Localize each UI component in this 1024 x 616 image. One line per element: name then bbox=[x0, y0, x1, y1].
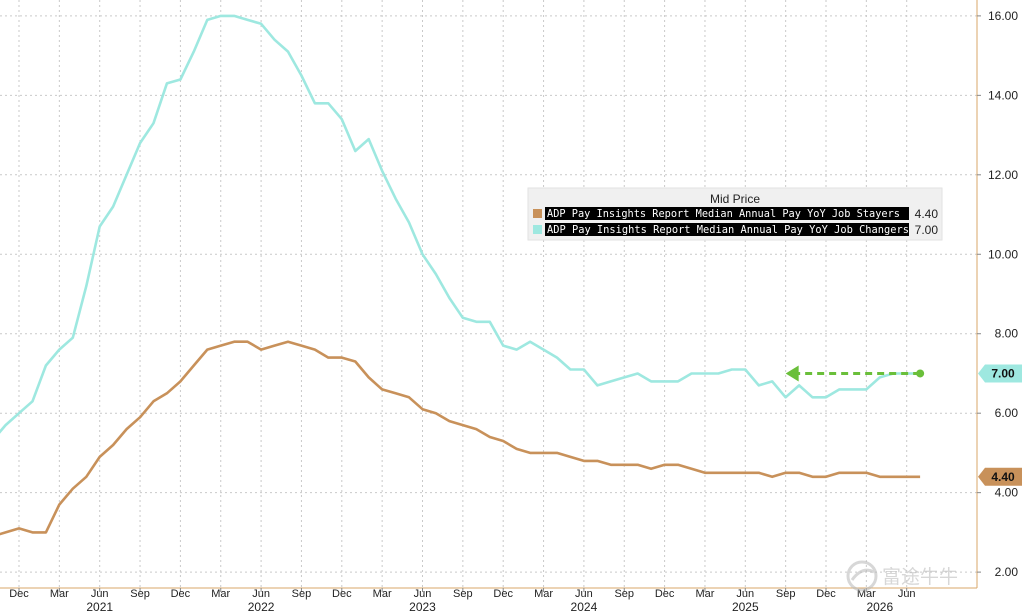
x-tick-label: Dec bbox=[9, 588, 29, 600]
x-tick-label: Dec bbox=[655, 588, 675, 600]
x-tick-label: Dec bbox=[816, 588, 836, 600]
legend-value-stayers: 4.40 bbox=[915, 207, 939, 221]
x-gridlines bbox=[18, 0, 908, 588]
legend-swatch-changers bbox=[533, 225, 542, 234]
annotation-arrow-head bbox=[785, 365, 799, 382]
x-tick-label: Jun bbox=[575, 588, 593, 600]
x-tick-label: Sep bbox=[130, 588, 150, 600]
watermark: 富途牛牛 bbox=[846, 560, 958, 592]
watermark-logo-icon bbox=[846, 560, 878, 592]
legend-swatch-stayers bbox=[533, 209, 542, 218]
legend: Mid Price ADP Pay Insights Report Median… bbox=[527, 187, 943, 241]
x-tick-label: Sep bbox=[776, 588, 796, 600]
y-tick-label: 8.00 bbox=[995, 327, 1019, 341]
watermark-logo-swoosh-icon bbox=[850, 568, 875, 581]
x-year-label: 2025 bbox=[732, 600, 759, 614]
series-lines bbox=[0, 14, 921, 536]
last-value-badges: 4.40 7.00 bbox=[978, 364, 1022, 486]
x-tick-label: Mar bbox=[50, 588, 69, 600]
x-tick-label: Mar bbox=[695, 588, 714, 600]
x-tick-label: Sep bbox=[453, 588, 473, 600]
watermark-text: 富途牛牛 bbox=[882, 566, 958, 588]
x-year-label: 2021 bbox=[86, 600, 113, 614]
y-tick-label: 14.00 bbox=[988, 88, 1018, 102]
x-tick-label: Dec bbox=[332, 588, 352, 600]
x-tick-label: Jun bbox=[91, 588, 109, 600]
x-tick-label: Jun bbox=[414, 588, 432, 600]
annotation-arrow-tail bbox=[916, 369, 925, 378]
y-tick-label: 6.00 bbox=[995, 406, 1019, 420]
x-tick-label: Sep bbox=[614, 588, 634, 600]
value-badge bbox=[978, 364, 1022, 383]
x-tick-label: Jun bbox=[252, 588, 270, 600]
x-tick-label: Mar bbox=[373, 588, 392, 600]
legend-label-bg-stayers bbox=[545, 207, 909, 220]
value-badge bbox=[978, 467, 1022, 486]
series-line-job-changers bbox=[0, 14, 921, 434]
annotation-arrow bbox=[785, 365, 925, 382]
value-badge-label: 7.00 bbox=[991, 366, 1015, 380]
x-tick-label: Sep bbox=[292, 588, 312, 600]
legend-label-bg-changers bbox=[545, 223, 909, 236]
legend-label-changers: ADP Pay Insights Report Median Annual Pa… bbox=[547, 223, 909, 236]
legend-title: Mid Price bbox=[710, 192, 760, 206]
x-axis-ticks: Dec Mar Jun Sep Dec Mar Jun Sep Dec Mar Jun Sep Dec M… bbox=[9, 588, 916, 600]
x-tick-label: Jun bbox=[736, 588, 754, 600]
y-tick-label: 12.00 bbox=[988, 168, 1018, 182]
legend-label-stayers: ADP Pay Insights Report Median Annual Pa… bbox=[547, 207, 900, 220]
x-tick-label: Jun bbox=[898, 588, 916, 600]
y-axis-ticks: 2.00 4.00 6.00 8.00 10.00 12.00 14.00 16.00 bbox=[977, 9, 1018, 579]
y-tick-label: 4.00 bbox=[995, 486, 1019, 500]
x-tick-label: Mar bbox=[534, 588, 553, 600]
value-badge-label: 4.40 bbox=[991, 470, 1015, 484]
y-tick-label: 10.00 bbox=[988, 247, 1018, 261]
legend-value-changers: 7.00 bbox=[915, 223, 939, 237]
series-line-job-stayers bbox=[0, 340, 921, 536]
x-year-label: 2026 bbox=[866, 600, 893, 614]
x-year-label: 2022 bbox=[248, 600, 275, 614]
x-tick-label: Dec bbox=[493, 588, 513, 600]
x-year-label: 2024 bbox=[571, 600, 598, 614]
x-year-label: 2023 bbox=[409, 600, 436, 614]
y-tick-label: 16.00 bbox=[988, 9, 1018, 23]
y-tick-label: 2.00 bbox=[995, 565, 1019, 579]
x-tick-label: Dec bbox=[171, 588, 191, 600]
x-tick-label: Mar bbox=[211, 588, 230, 600]
x-axis-year-labels: 2021 2022 2023 2024 2025 2026 bbox=[86, 600, 893, 614]
